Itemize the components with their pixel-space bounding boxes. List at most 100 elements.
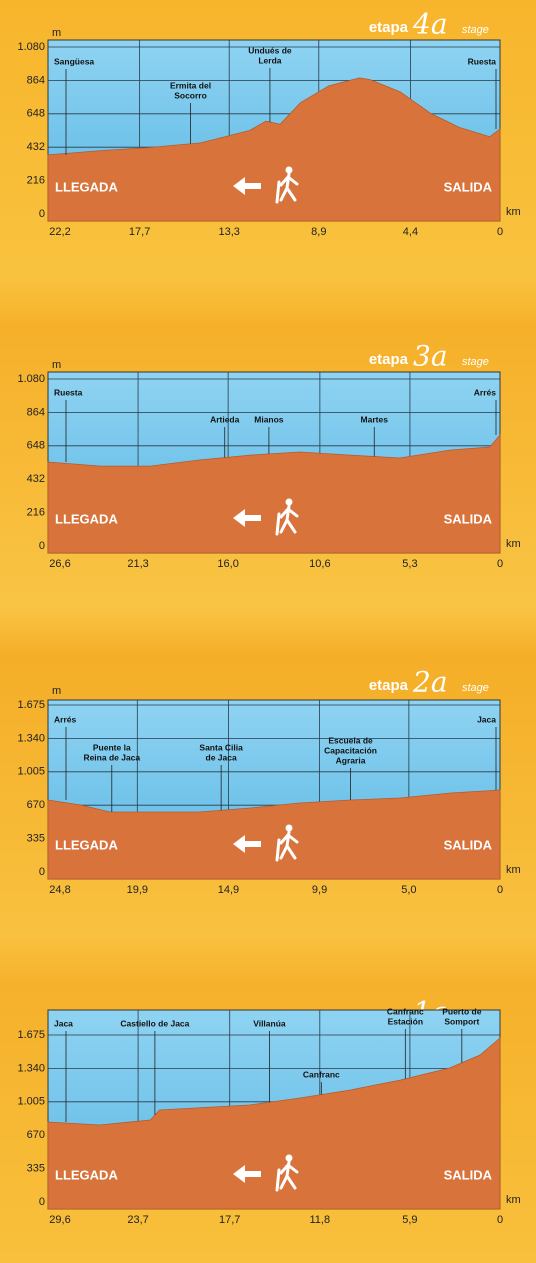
stage-number: 4a (412, 8, 448, 41)
hiker-head (285, 498, 293, 506)
x-tick-label: 10,6 (309, 558, 330, 570)
elevation-area (47, 433, 501, 554)
y-tick-label: 1.340 (17, 732, 45, 744)
place-label: Villanúa (253, 1018, 286, 1028)
direction-arrow (233, 835, 261, 853)
x-tick-label: 9,9 (312, 884, 327, 896)
place-label: Estación (388, 1016, 423, 1026)
place-label: Lerda (258, 55, 281, 65)
y-tick-label: 1.675 (17, 699, 45, 711)
hiker-body (275, 1160, 299, 1192)
x-tick-label: 17,7 (129, 226, 150, 238)
stage-subtitle: stage (462, 682, 489, 694)
hiker-icon (275, 824, 299, 862)
y-tick-label: 335 (27, 833, 45, 845)
departure-label: SALIDA (444, 837, 493, 852)
hiker-body (275, 830, 299, 862)
x-tick-label: 5,9 (402, 1214, 417, 1226)
y-tick-label: 648 (27, 440, 45, 452)
y-tick-label: 1.675 (17, 1029, 45, 1041)
elevation-area (47, 77, 501, 222)
place-label: Ermita del (170, 80, 211, 90)
x-tick-label: 22,2 (49, 226, 70, 238)
place-label: Socorro (174, 90, 207, 100)
y-tick-label: 1.080 (17, 373, 45, 385)
arrival-label: LLEGADA (55, 837, 118, 852)
arrival-label: LLEGADA (55, 511, 118, 526)
hiker-head (285, 1154, 293, 1162)
place-label: Puerto de (442, 1006, 481, 1016)
y-tick-label: 432 (27, 141, 45, 153)
x-tick-label: 8,9 (311, 226, 326, 238)
place-label: Arrés (474, 387, 496, 397)
stage-word: etapa (369, 677, 409, 694)
place-label: Jaca (54, 1018, 73, 1028)
x-tick-label: 24,8 (49, 884, 70, 896)
place-label: Reina de Jaca (83, 752, 140, 762)
stage-word: etapa (369, 19, 409, 36)
place-label: Agraria (336, 755, 366, 765)
departure-label: SALIDA (444, 511, 493, 526)
direction-arrow (233, 177, 261, 195)
place-label: Somport (444, 1016, 479, 1026)
x-tick-label: 26,6 (49, 558, 70, 570)
place-label: Sangüesa (54, 56, 94, 66)
place-label: Artieda (210, 414, 240, 424)
place-label: Puente la (93, 742, 131, 752)
x-axis-label: km (506, 538, 521, 550)
place-label: Capacitación (324, 745, 377, 755)
hiker-head (285, 166, 293, 174)
place-label: Ruesta (54, 387, 83, 397)
x-tick-label: 13,3 (218, 226, 239, 238)
arrival-label: LLEGADA (55, 179, 118, 194)
y-tick-label: 432 (27, 473, 45, 485)
departure-label: SALIDA (444, 1167, 493, 1182)
y-axis-label: m (52, 359, 61, 371)
y-tick-label: 1.080 (17, 41, 45, 53)
stage-subtitle: stage (462, 24, 489, 36)
x-tick-label: 5,0 (401, 884, 416, 896)
y-tick-label: 648 (27, 108, 45, 120)
x-tick-label: 14,9 (218, 884, 239, 896)
hiker-body (275, 172, 299, 204)
x-tick-label: 0 (497, 226, 503, 238)
place-label: Undués de (248, 45, 292, 55)
x-axis-label: km (506, 864, 521, 876)
y-tick-label: 0 (39, 866, 45, 878)
place-label: Canfranc (387, 1006, 424, 1016)
stage-number: 2a (412, 666, 448, 699)
x-tick-label: 5,3 (402, 558, 417, 570)
stage-word: etapa (369, 351, 409, 368)
y-tick-label: 670 (27, 799, 45, 811)
place-label: Ruesta (468, 56, 497, 66)
place-label: Martes (361, 414, 389, 424)
x-axis-label: km (506, 1194, 521, 1206)
place-label: Mianos (254, 414, 284, 424)
place-label: Arrés (54, 714, 76, 724)
y-tick-label: 216 (27, 175, 45, 187)
y-tick-label: 1.005 (17, 1096, 45, 1108)
x-tick-label: 0 (497, 1214, 503, 1226)
hiker-icon (275, 166, 299, 204)
y-tick-label: 1.005 (17, 766, 45, 778)
x-tick-label: 23,7 (127, 1214, 148, 1226)
y-tick-label: 0 (39, 540, 45, 552)
x-tick-label: 16,0 (217, 558, 238, 570)
place-label: de Jaca (206, 752, 237, 762)
stage-subtitle: stage (462, 356, 489, 368)
x-tick-label: 0 (497, 558, 503, 570)
y-tick-label: 0 (39, 1196, 45, 1208)
x-tick-label: 11,8 (310, 1214, 331, 1226)
x-axis-label: km (506, 206, 521, 218)
y-tick-label: 335 (27, 1163, 45, 1175)
hiker-icon (275, 498, 299, 536)
direction-arrow (233, 509, 261, 527)
arrival-label: LLEGADA (55, 1167, 118, 1182)
y-axis-label: m (52, 685, 61, 697)
y-tick-label: 864 (27, 406, 45, 418)
place-label: Santa Cilia (199, 742, 243, 752)
x-tick-label: 29,6 (49, 1214, 70, 1226)
hiker-icon (275, 1154, 299, 1192)
x-tick-label: 17,7 (219, 1214, 240, 1226)
